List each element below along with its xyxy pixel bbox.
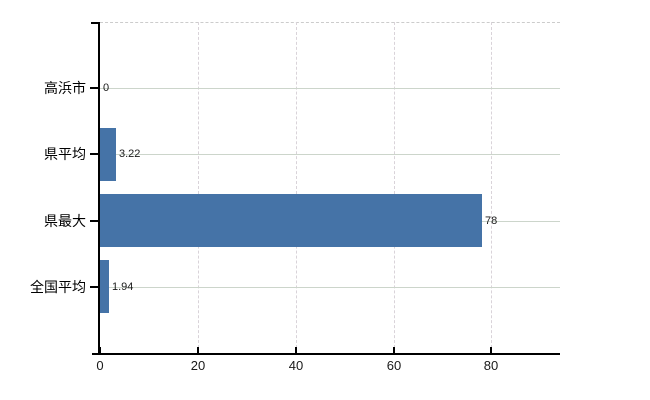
y-tick-mark bbox=[90, 87, 98, 89]
plot-top-border bbox=[100, 22, 560, 23]
x-axis-tick-label: 40 bbox=[288, 358, 304, 373]
bar bbox=[100, 194, 482, 247]
bar bbox=[100, 128, 116, 181]
category-gridline bbox=[100, 88, 560, 89]
x-axis-tick-label: 60 bbox=[386, 358, 402, 373]
category-label: 県最大 bbox=[44, 212, 86, 229]
category-label: 県平均 bbox=[44, 146, 86, 163]
x-tick-mark bbox=[490, 347, 492, 353]
y-tick-mark bbox=[90, 286, 98, 288]
y-tick-mark bbox=[90, 153, 98, 155]
x-gridline bbox=[296, 22, 297, 353]
category-label: 高浜市 bbox=[44, 80, 86, 97]
x-gridline bbox=[394, 22, 395, 353]
x-tick-mark bbox=[197, 347, 199, 353]
y-axis-line bbox=[98, 22, 100, 355]
bar-value-label: 78 bbox=[485, 214, 498, 227]
x-axis-line bbox=[92, 353, 560, 355]
category-gridline bbox=[100, 287, 560, 288]
category-label: 全国平均 bbox=[30, 278, 86, 295]
y-axis-top-tick bbox=[91, 22, 100, 24]
x-tick-mark bbox=[393, 347, 395, 353]
x-tick-mark bbox=[99, 347, 101, 353]
x-axis-tick-label: 0 bbox=[96, 358, 104, 373]
category-gridline bbox=[100, 154, 560, 155]
bar-value-label: 1.94 bbox=[112, 280, 134, 293]
x-axis-tick-label: 80 bbox=[483, 358, 499, 373]
x-tick-mark bbox=[295, 347, 297, 353]
y-tick-mark bbox=[90, 220, 98, 222]
x-axis-tick-label: 20 bbox=[190, 358, 206, 373]
bar-value-label: 3.22 bbox=[119, 148, 141, 161]
bar-value-label: 0 bbox=[103, 82, 110, 95]
bar bbox=[100, 260, 109, 313]
x-gridline bbox=[491, 22, 492, 353]
x-gridline bbox=[198, 22, 199, 353]
